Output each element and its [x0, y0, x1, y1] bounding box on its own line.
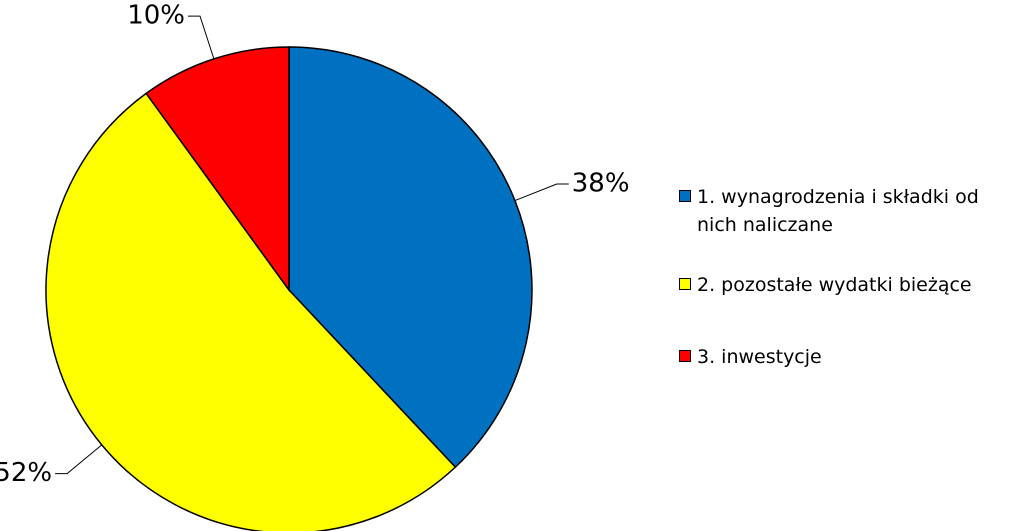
- legend-swatch: [679, 350, 691, 362]
- leader-line: [55, 444, 103, 475]
- legend-label: 1. wynagrodzenia i składki od nich nalic…: [697, 186, 979, 236]
- leader-line: [514, 183, 569, 202]
- legend-label: 2. pozostałe wydatki bieżące: [697, 274, 972, 296]
- legend-item: 1. wynagrodzenia i składki od nich nalic…: [679, 183, 1019, 239]
- data-label: 52%: [0, 458, 52, 488]
- legend-swatch: [679, 278, 691, 290]
- pie-slice: [288, 46, 533, 469]
- data-label: 10%: [127, 1, 185, 31]
- legend-item: 3. inwestycje: [679, 343, 1019, 371]
- legend-item: 2. pozostałe wydatki bieżące: [679, 271, 1019, 299]
- leader-line: [188, 15, 215, 60]
- legend-label: 3. inwestycje: [697, 346, 822, 368]
- legend-swatch: [679, 190, 691, 202]
- data-label: 38%: [572, 168, 630, 198]
